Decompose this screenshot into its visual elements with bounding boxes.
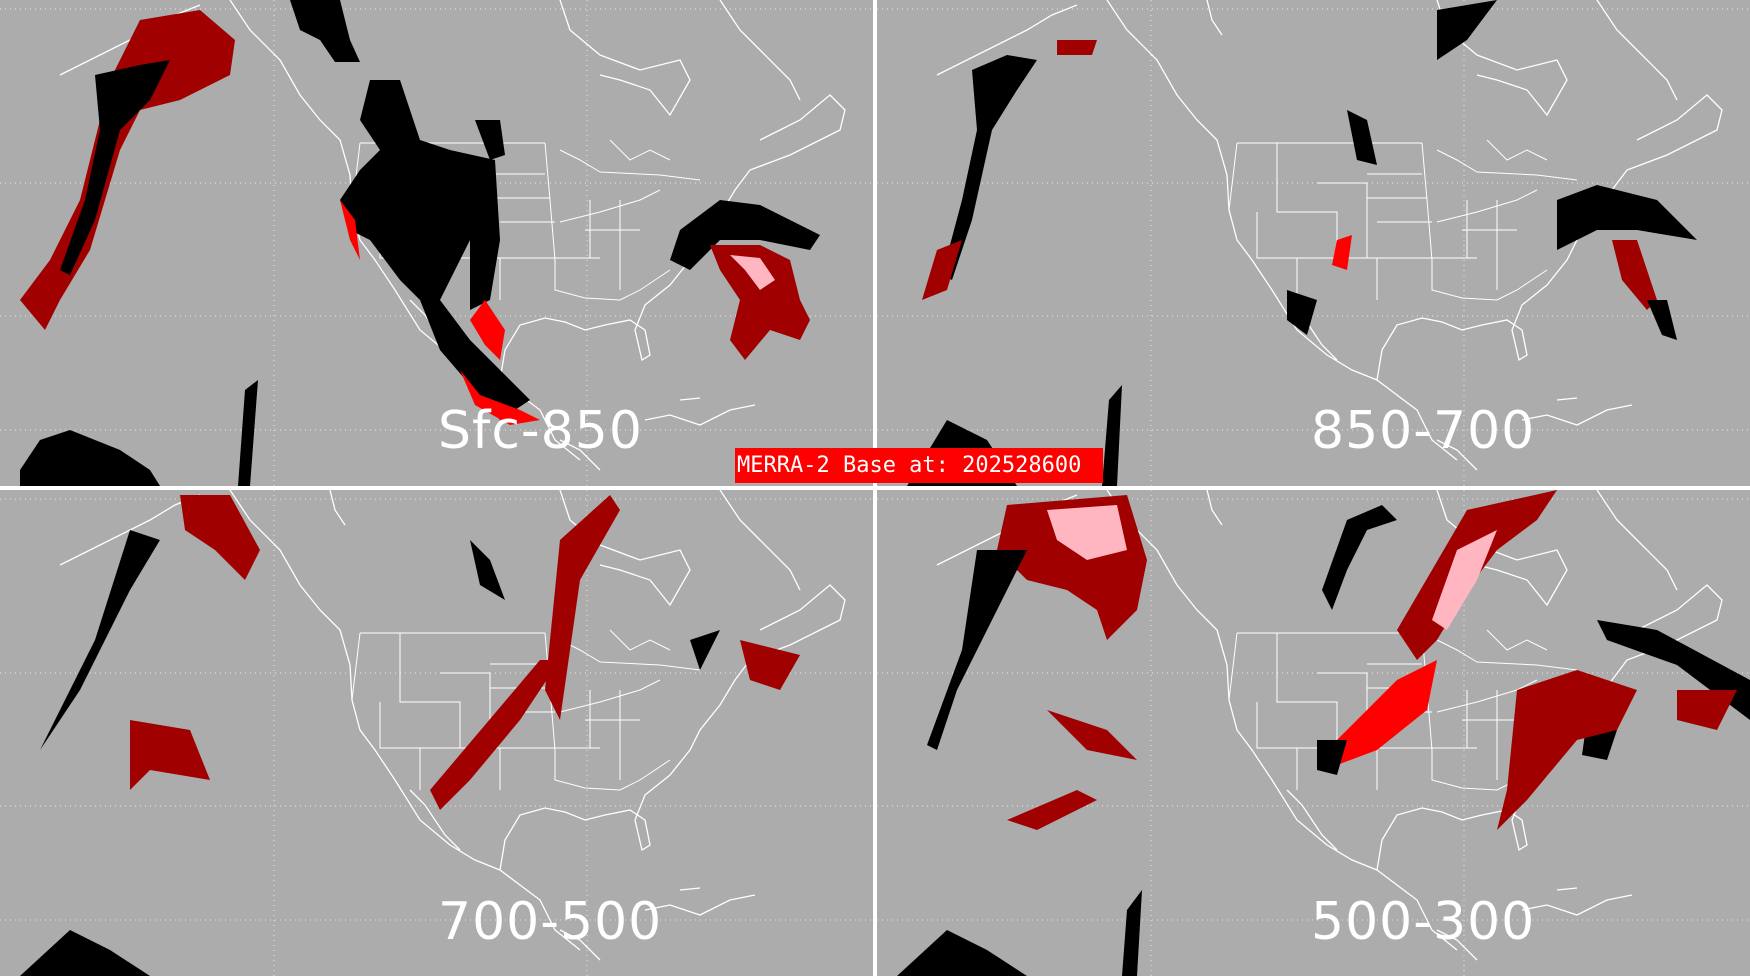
black-region bbox=[927, 505, 1397, 750]
red-region bbox=[1337, 660, 1437, 765]
dark-red-region bbox=[1612, 240, 1657, 310]
merra2-base-banner: MERRA-2 Base at: 202528600 bbox=[735, 448, 1103, 483]
panel-label: Sfc-850 bbox=[438, 401, 643, 461]
black-region bbox=[475, 120, 505, 160]
dark-red-region bbox=[922, 40, 1097, 300]
map-500-300 bbox=[877, 490, 1750, 976]
black-region bbox=[1287, 110, 1697, 335]
map-850-700 bbox=[877, 0, 1750, 486]
black-region bbox=[290, 0, 360, 62]
black-region bbox=[897, 890, 1142, 976]
map-sfc-850 bbox=[0, 0, 873, 486]
panel-label: 500-300 bbox=[1311, 892, 1536, 952]
pink-region bbox=[730, 255, 775, 290]
dark-red-region bbox=[710, 245, 810, 360]
dark-red-region bbox=[130, 495, 800, 790]
panel-sfc-850: Sfc-850 bbox=[0, 0, 873, 486]
panel-label: 850-700 bbox=[1311, 401, 1536, 461]
pink-region bbox=[1047, 505, 1127, 560]
panel-850-700: 850-700 bbox=[877, 0, 1750, 486]
red-region bbox=[1332, 235, 1352, 270]
dark-red-region bbox=[20, 10, 235, 330]
panel-500-300: 500-300 bbox=[877, 490, 1750, 976]
black-region bbox=[340, 80, 530, 420]
black-region bbox=[942, 55, 1037, 280]
panel-700-500: 700-500 bbox=[0, 490, 873, 976]
black-region bbox=[60, 60, 170, 275]
map-700-500 bbox=[0, 490, 873, 976]
black-region bbox=[670, 200, 820, 270]
dark-red-region bbox=[430, 660, 560, 810]
panel-label: 700-500 bbox=[438, 892, 663, 952]
black-region bbox=[20, 380, 258, 486]
pink-region bbox=[1432, 530, 1497, 630]
dark-red-region bbox=[1007, 670, 1737, 830]
